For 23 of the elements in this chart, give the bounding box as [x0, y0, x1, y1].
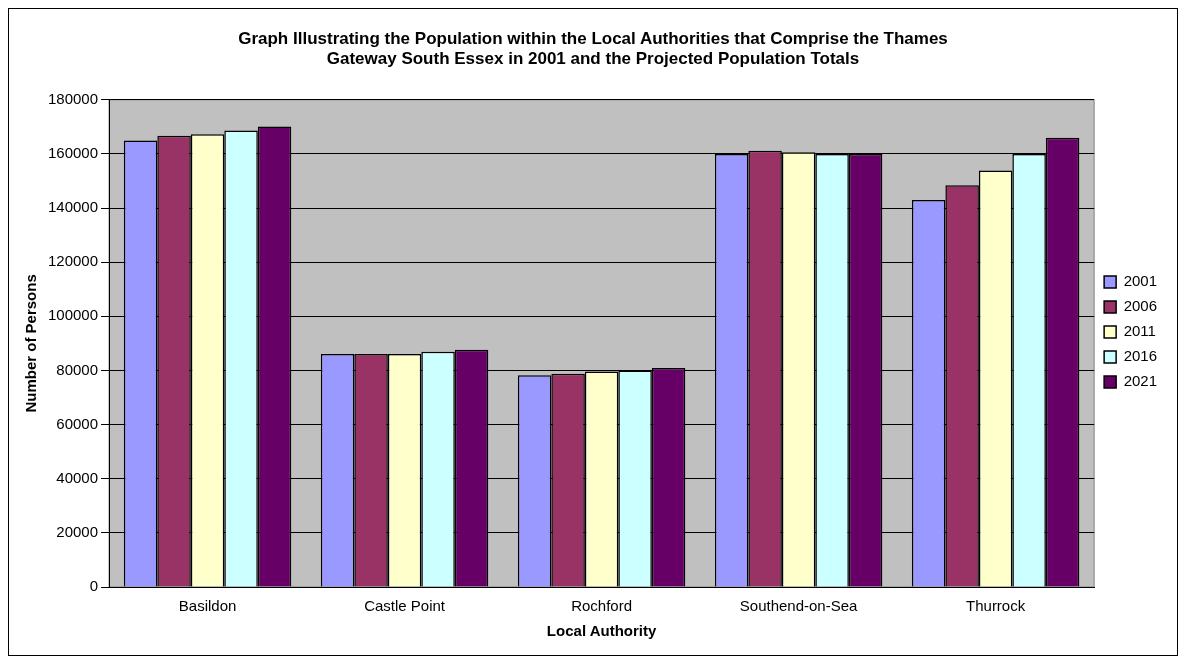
x-tick-label: Castle Point	[364, 597, 446, 615]
x-tick-label: Basildon	[178, 597, 237, 615]
x-tick-label: Rochford	[571, 597, 633, 615]
y-tick-label: 160000	[47, 144, 99, 162]
y-tick-label: 40000	[56, 468, 99, 486]
legend-label: 2021	[1123, 372, 1158, 390]
y-tick-label: 60000	[56, 414, 99, 432]
y-tick-label: 80000	[56, 360, 99, 378]
legend-label: 2011	[1123, 322, 1156, 340]
chart-title: Graph Illustrating the Population within the Local Authorities that Comprise the Thames Gateway South Essex in 2001 and the Projected Population Totals	[238, 28, 948, 69]
x-axis-title: Local Authority	[546, 622, 657, 640]
y-axis-title: Number of Persons	[22, 274, 40, 413]
y-tick-label: 140000	[47, 198, 99, 216]
legend-label: 2016	[1123, 347, 1158, 365]
x-tick-label: Southend-on-Sea	[739, 597, 859, 615]
y-tick-label: 20000	[56, 523, 99, 541]
y-tick-label: 0	[89, 577, 99, 595]
legend-label: 2001	[1123, 272, 1158, 290]
y-tick-label: 120000	[47, 252, 99, 270]
x-tick-label: Thurrock	[966, 597, 1026, 615]
legend-label: 2006	[1123, 297, 1158, 315]
y-tick-label: 180000	[47, 89, 99, 107]
y-tick-label: 100000	[47, 306, 99, 324]
